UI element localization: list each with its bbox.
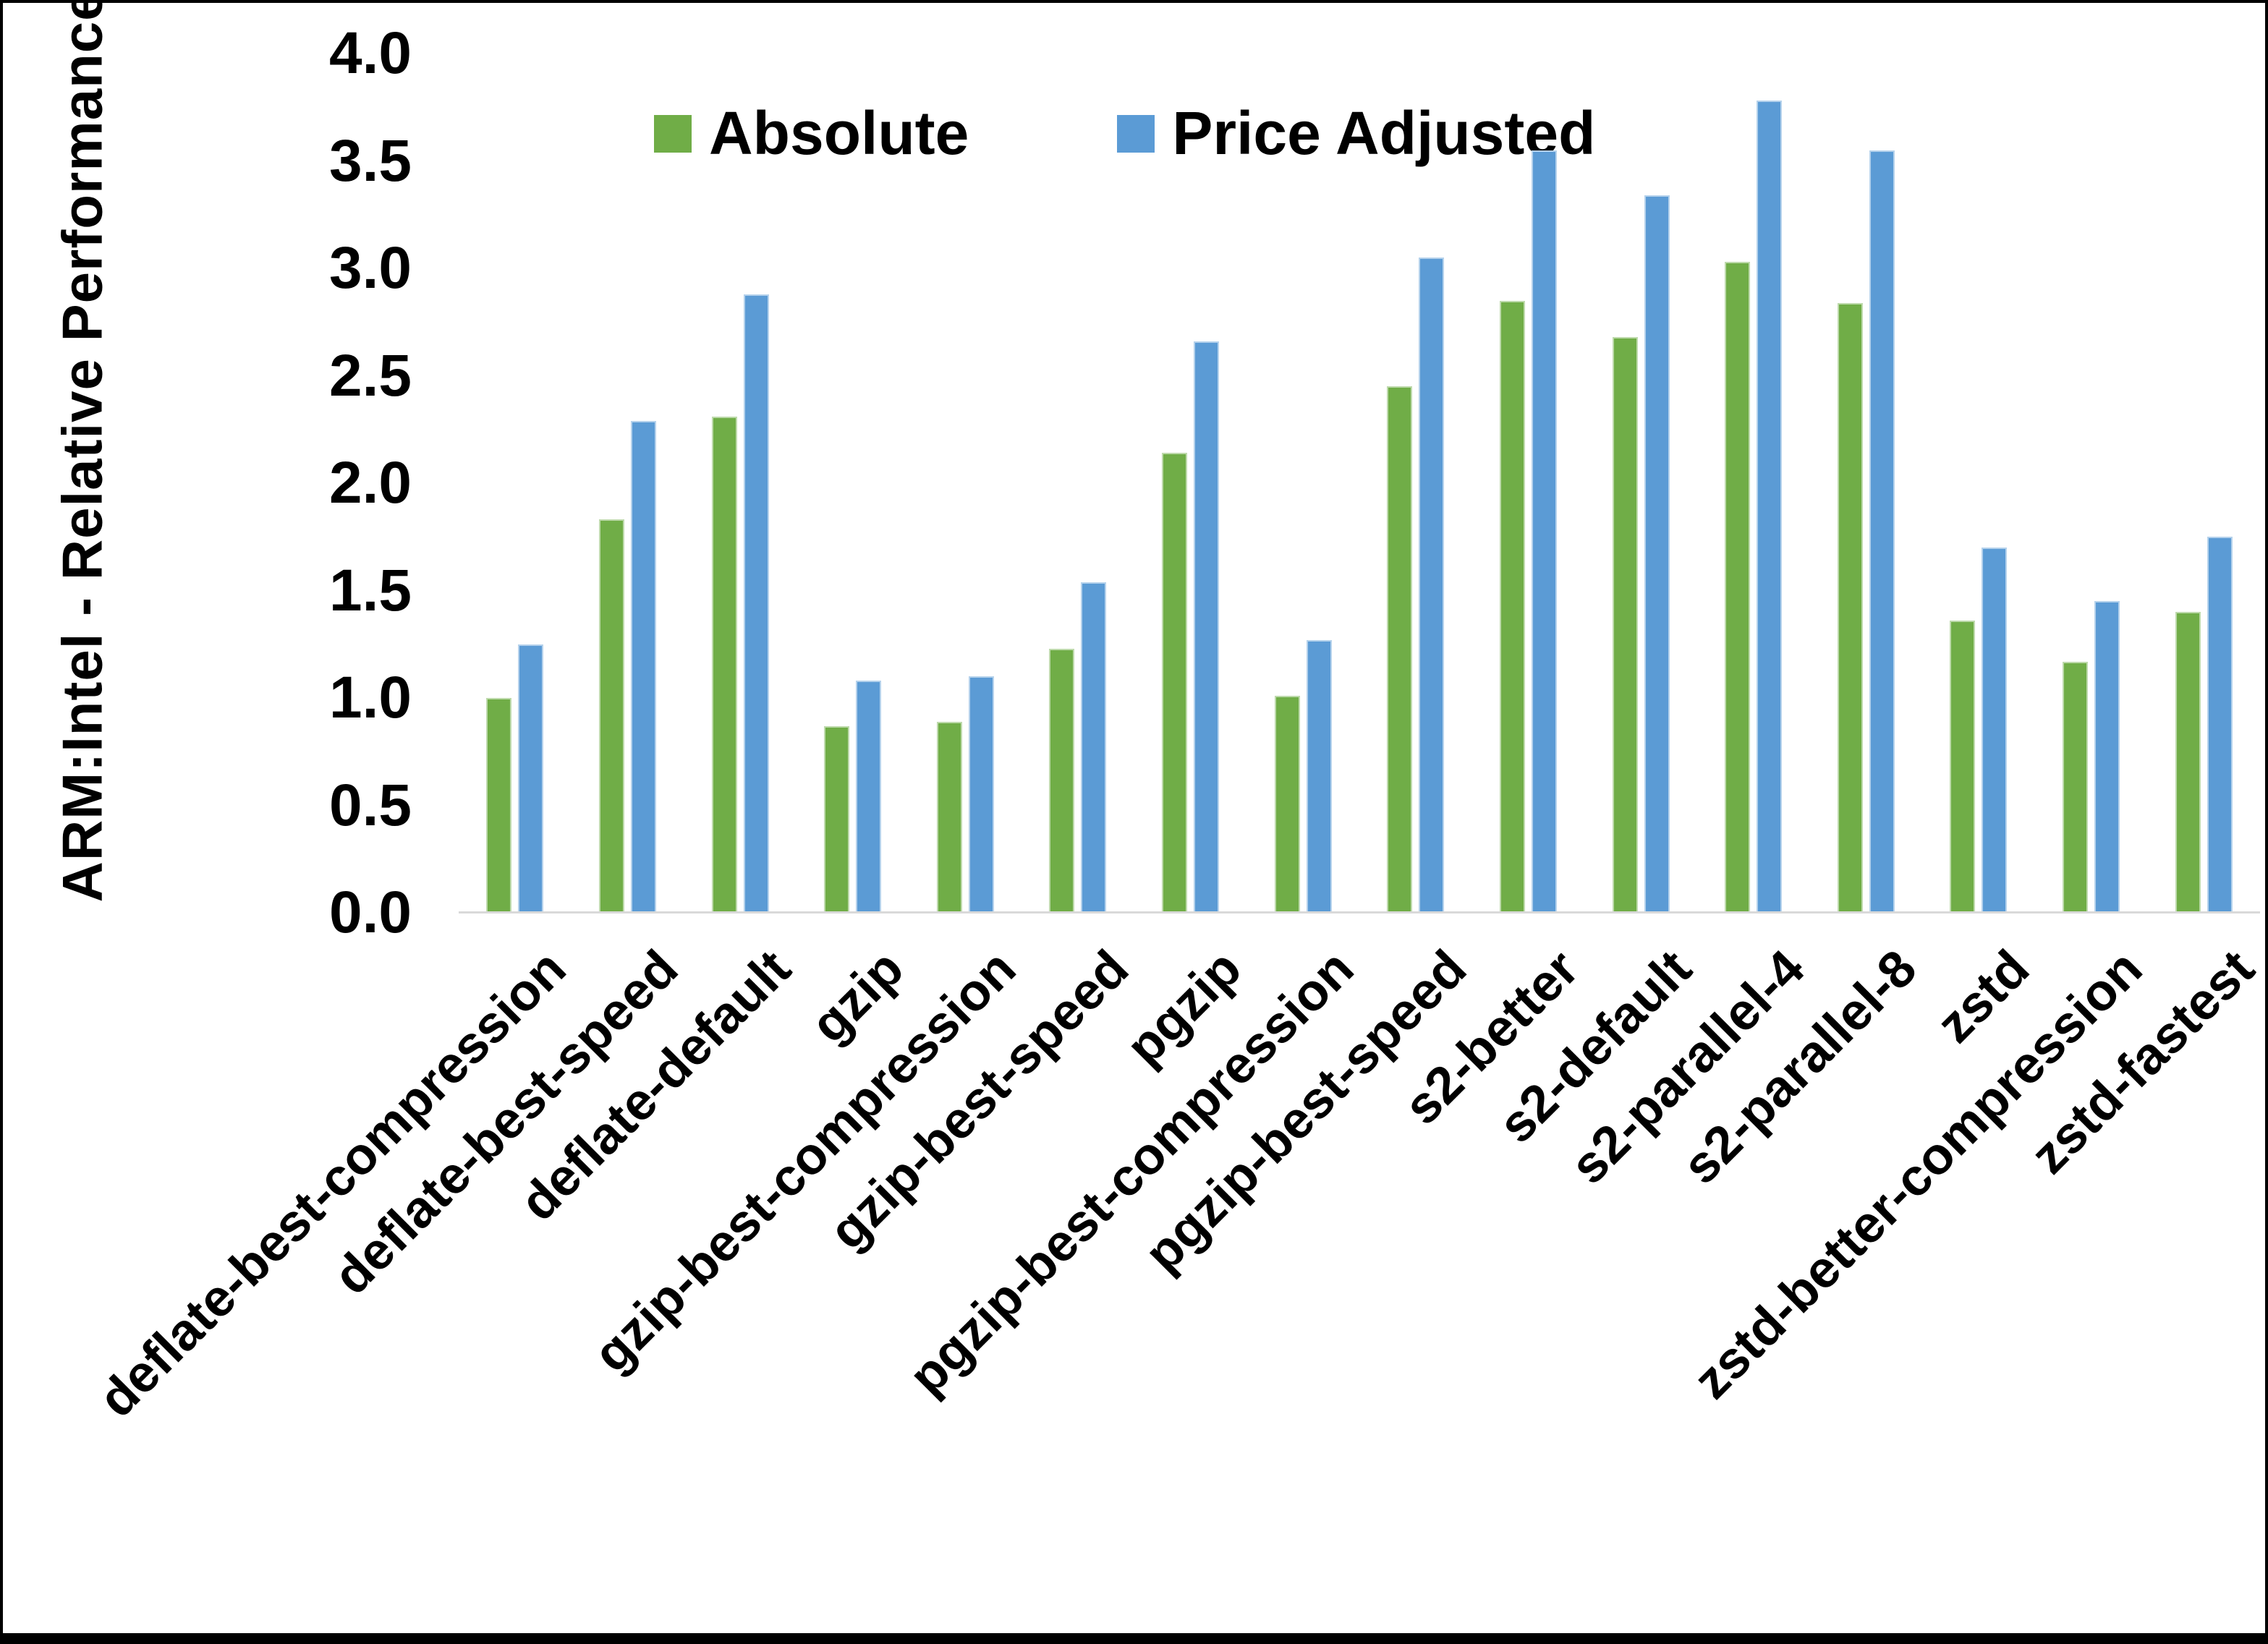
y-tick-label: 1.0 [329, 665, 412, 731]
x-axis-line [459, 911, 2260, 913]
bar-price-adjusted [518, 644, 543, 913]
bar-absolute [1950, 621, 1975, 913]
bar-price-adjusted [1194, 341, 1219, 913]
bar-price-adjusted [856, 681, 881, 913]
bar-price-adjusted [1419, 257, 1444, 913]
bar-absolute [712, 417, 737, 913]
legend-item-price-adjusted: Price Adjusted [1117, 98, 1595, 169]
bottom-border [3, 1633, 2265, 1641]
bar-absolute [599, 519, 624, 913]
bar-price-adjusted [1307, 640, 1332, 913]
y-tick-label: 2.5 [329, 342, 412, 409]
bar-absolute [2063, 662, 2088, 913]
bar-absolute [1725, 262, 1750, 913]
bar-absolute [937, 722, 962, 913]
y-tick-label: 0.5 [329, 772, 412, 838]
legend-label-price-adjusted: Price Adjusted [1172, 99, 1596, 167]
bar-price-adjusted [631, 421, 656, 913]
bar-price-adjusted [1644, 195, 1670, 913]
bar-price-adjusted [2094, 601, 2120, 913]
bar-absolute [1500, 301, 1525, 913]
bar-absolute [1613, 337, 1638, 913]
bar-price-adjusted [1532, 150, 1557, 913]
bar-price-adjusted [1081, 582, 1106, 913]
legend-item-absolute: Absolute [654, 98, 969, 169]
y-tick-label: 1.5 [329, 557, 412, 623]
y-axis-title: ARM:Intel - Relative Performance [50, 0, 114, 903]
x-category-label: deflate-best-compression [88, 939, 577, 1428]
bar-absolute [1162, 453, 1187, 913]
y-tick-label: 0.0 [329, 880, 412, 945]
y-tick-label: 4.0 [329, 20, 412, 86]
bar-price-adjusted [1982, 548, 2007, 913]
bar-price-adjusted [744, 294, 769, 913]
bar-price-adjusted [1869, 150, 1895, 913]
bar-price-adjusted [2207, 537, 2233, 913]
bar-price-adjusted [1757, 101, 1782, 913]
bar-absolute [1049, 649, 1074, 913]
y-tick-label: 3.5 [329, 127, 412, 194]
bar-price-adjusted [969, 676, 994, 913]
legend: Absolute Price Adjusted [654, 98, 1595, 169]
bar-absolute [1838, 303, 1863, 913]
legend-label-absolute: Absolute [709, 99, 969, 167]
bar-absolute [824, 726, 849, 913]
bar-absolute [486, 698, 511, 913]
bar-absolute [1387, 386, 1412, 913]
y-tick-label: 2.0 [329, 450, 412, 516]
bar-absolute [2175, 612, 2201, 913]
legend-swatch-price-adjusted-icon [1117, 114, 1155, 153]
bar-absolute [1275, 696, 1300, 913]
legend-swatch-absolute-icon [654, 114, 692, 153]
y-tick-label: 3.0 [329, 235, 412, 301]
